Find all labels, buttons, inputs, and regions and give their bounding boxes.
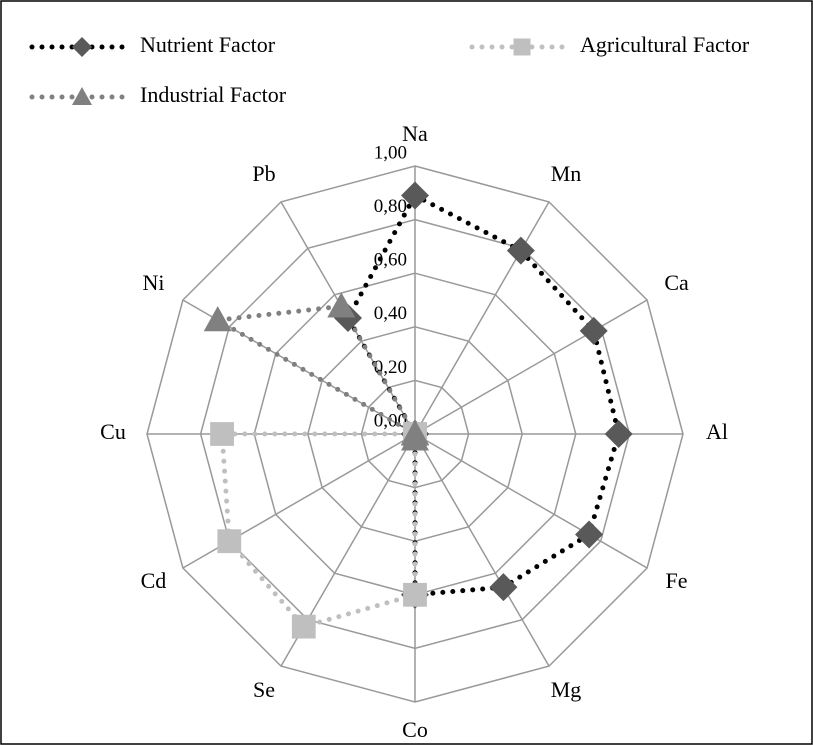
category-label: Na xyxy=(402,121,428,146)
legend-label: Agricultural Factor xyxy=(580,32,750,57)
series-line xyxy=(219,431,418,630)
marker xyxy=(401,420,429,446)
category-label: Ni xyxy=(142,270,164,295)
category-label: Pb xyxy=(252,161,275,186)
spoke xyxy=(414,433,648,569)
tick-label: 0,60 xyxy=(374,250,407,271)
category-label: Mn xyxy=(551,161,582,186)
marker xyxy=(203,306,232,332)
legend-label: Nutrient Factor xyxy=(140,32,276,57)
category-label: Cu xyxy=(100,419,126,444)
legend-label: Industrial Factor xyxy=(140,82,287,107)
marker xyxy=(506,236,535,265)
legend-marker xyxy=(72,87,92,105)
spoke xyxy=(414,299,648,435)
tick-label: 0,40 xyxy=(374,303,407,324)
marker xyxy=(401,181,429,210)
spoke xyxy=(414,201,550,435)
spoke xyxy=(414,433,550,667)
marker xyxy=(403,582,427,607)
category-label: Mg xyxy=(551,677,582,702)
category-label: Fe xyxy=(666,568,688,593)
marker xyxy=(579,316,608,345)
marker xyxy=(217,529,242,554)
marker xyxy=(575,520,604,549)
marker xyxy=(210,422,234,446)
tick-label: 0,80 xyxy=(374,196,407,217)
legend-marker xyxy=(513,38,531,56)
legend-marker xyxy=(72,37,92,57)
tick-label: 1,00 xyxy=(374,142,407,163)
category-label: Se xyxy=(253,677,275,702)
category-label: Al xyxy=(706,419,728,444)
category-label: Cd xyxy=(141,568,167,593)
marker xyxy=(291,614,316,639)
series-line xyxy=(345,192,622,598)
marker xyxy=(327,292,356,318)
marker xyxy=(604,420,633,448)
category-label: Co xyxy=(402,717,428,742)
marker xyxy=(489,573,518,602)
category-label: Ca xyxy=(664,270,689,295)
